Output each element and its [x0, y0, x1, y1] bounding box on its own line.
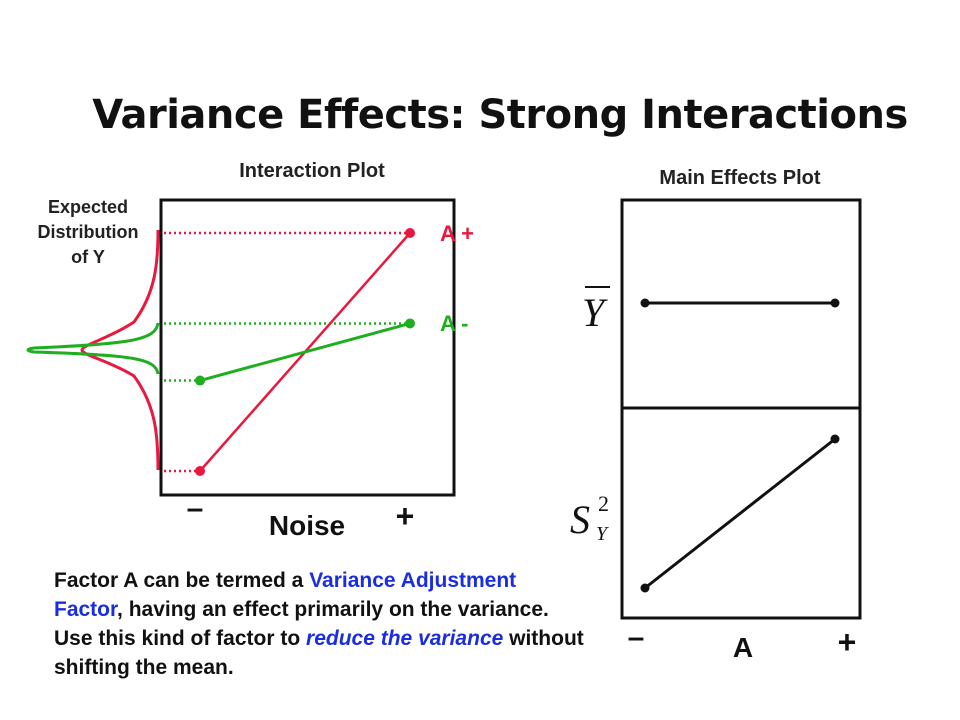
caption: Factor A can be termed a Variance Adjust… [54, 566, 584, 682]
distribution-a-plus-wide [80, 229, 160, 471]
point-a-plus-noise-plus [405, 228, 415, 238]
caption-highlight-reduce-variance: reduce the variance [306, 627, 504, 650]
distribution-label-line3: of Y [71, 247, 105, 267]
noise-plus-label: + [396, 498, 415, 534]
a-axis-label: A [733, 632, 753, 663]
page-title: Variance Effects: Strong Interactions [92, 92, 908, 138]
point-a-minus-noise-minus [195, 375, 205, 386]
variance-point-a-minus [640, 583, 650, 593]
a-minus-label: – [628, 621, 645, 654]
label-a-minus: A - [440, 311, 469, 336]
distribution-label-line1: Expected [48, 197, 128, 217]
variance-line [644, 437, 836, 590]
main-effects-plot-title: Main Effects Plot [659, 167, 820, 189]
label-a-plus: A + [440, 221, 474, 246]
noise-axis-label: Noise [269, 510, 345, 541]
caption-part2: , having an effect primarily on the vari… [54, 598, 549, 650]
distribution-label-line2: Distribution [38, 222, 139, 242]
interaction-plot: Interaction Plot A + A - Expected Distri… [26, 160, 474, 541]
caption-part1: Factor A can be termed a [54, 569, 310, 592]
caption-highlight-variance-adjustment-factor: Variance Adjustment Factor [54, 569, 517, 621]
mean-point-a-plus [830, 298, 840, 308]
noise-minus-label: – [187, 492, 204, 525]
caption-part3: without shifting the mean. [54, 627, 584, 679]
distribution-a-minus-narrow [26, 322, 160, 375]
point-a-plus-noise-minus [195, 466, 205, 476]
a-plus-label: + [838, 624, 857, 660]
point-a-minus-noise-plus [405, 318, 415, 329]
interaction-plot-title: Interaction Plot [239, 160, 385, 182]
variance-point-a-plus [830, 434, 840, 444]
series-line-a-minus [199, 321, 411, 383]
interaction-plot-frame [159, 198, 456, 497]
mean-label: Y [582, 290, 608, 335]
variance-label-subscript: Y [596, 523, 609, 545]
mean-point-a-minus [640, 298, 650, 308]
variance-label-superscript: 2 [598, 491, 609, 516]
main-effects-plot: Main Effects Plot Y S 2 Y – A + [570, 167, 862, 663]
variance-label-base: S [570, 497, 590, 542]
